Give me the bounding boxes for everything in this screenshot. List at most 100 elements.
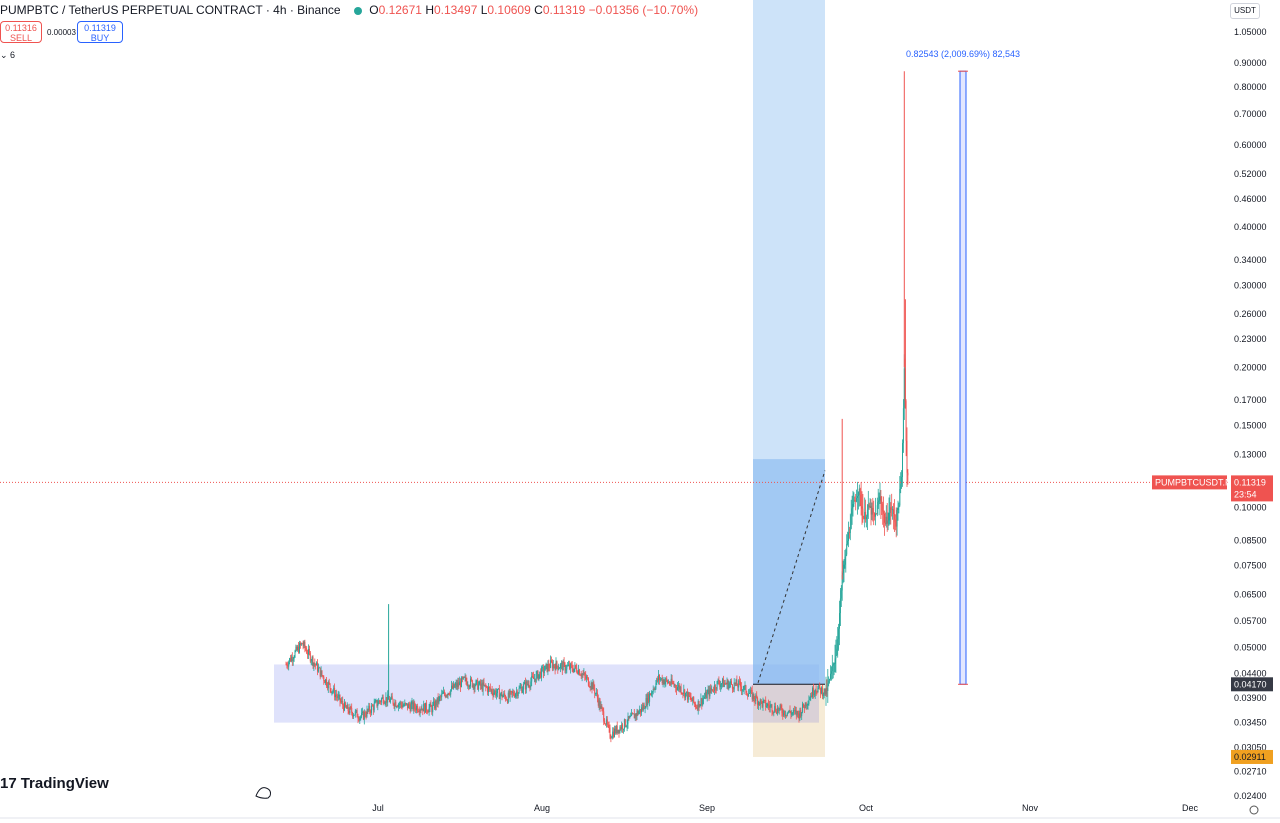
candle-body [567, 665, 569, 667]
candle-body [830, 673, 831, 679]
last-price-value: 0.11319 [1234, 477, 1266, 487]
candle-body [624, 719, 626, 727]
candle-body [649, 693, 651, 702]
candle-body [330, 688, 332, 693]
candle-body [416, 706, 417, 711]
candle-body [575, 665, 577, 668]
candle-body [356, 710, 358, 718]
sell-button[interactable]: 0.11316 SELL [0, 21, 42, 43]
candle-body [801, 711, 803, 717]
candle-body [578, 669, 579, 674]
candle-body [746, 692, 748, 695]
y-tick-label: 0.26000 [1234, 309, 1267, 319]
candle-body [795, 710, 797, 716]
x-tick-label: Oct [859, 803, 874, 813]
candle-body [308, 648, 310, 653]
candle-body [833, 663, 835, 665]
candle-body [785, 714, 787, 716]
candle-body [450, 689, 452, 695]
candle-body [519, 687, 521, 689]
candle-body [399, 702, 401, 705]
tradingview-mark-icon: 17 [0, 775, 17, 792]
candle-body [488, 686, 490, 688]
candle-body [839, 613, 840, 629]
currency-button[interactable]: USDT [1230, 3, 1260, 19]
candle-body [307, 653, 309, 655]
candle-body [642, 704, 644, 710]
y-tick-label: 0.30000 [1234, 280, 1267, 290]
candle-body [573, 668, 575, 672]
candle-body [818, 684, 820, 688]
logo-text: TradingView [20, 775, 109, 792]
candle-body [678, 684, 680, 690]
candle-body [898, 505, 900, 508]
candle-body [464, 677, 466, 679]
buy-button[interactable]: 0.11319 BUY [77, 21, 123, 43]
candle-body [419, 709, 421, 713]
candle-body [704, 697, 705, 699]
candle-body [347, 704, 349, 711]
candle-body [788, 710, 790, 713]
candle-body [650, 693, 651, 696]
candle-body [326, 679, 327, 686]
candle-body [474, 685, 476, 689]
candle-body [632, 713, 634, 715]
low-value: 0.10609 [487, 3, 531, 17]
candle-body [865, 511, 867, 520]
y-tick-label: 0.05700 [1234, 616, 1267, 626]
candle-body [748, 693, 750, 697]
candle-body [728, 684, 730, 689]
candle-body [660, 678, 662, 679]
candle-body [889, 507, 891, 513]
candle-body [799, 710, 801, 719]
candle-body [637, 711, 639, 715]
y-tick-label: 0.34000 [1234, 255, 1267, 265]
candle-body [698, 700, 700, 708]
candle-body [611, 737, 613, 739]
x-tick-label: Sep [699, 803, 715, 813]
candle-body [761, 701, 763, 707]
candle-body [683, 689, 685, 694]
candle-body [650, 692, 652, 696]
candle-body [349, 706, 351, 714]
candle-body [344, 702, 346, 707]
candle-body [641, 707, 643, 710]
candle-body [360, 716, 362, 718]
candle-body [358, 718, 360, 721]
symbol-title[interactable]: PUMPBTC / TetherUS PERPETUAL CONTRACT · … [0, 3, 341, 17]
candle-body [431, 706, 433, 713]
candle-body [636, 711, 638, 717]
candle-body [445, 695, 447, 697]
candle-body [864, 511, 866, 519]
candle-body [643, 704, 645, 710]
candle-body [533, 678, 535, 680]
candle-body [325, 679, 327, 684]
candle-body [676, 687, 678, 691]
candle-body [543, 670, 545, 674]
candle-body [692, 696, 694, 702]
candle-body [703, 698, 705, 700]
candle-body [323, 676, 325, 681]
candle-body [598, 700, 600, 706]
candle-body [765, 700, 767, 707]
candle-body [534, 678, 536, 682]
candle-body [805, 702, 807, 707]
candle-body [306, 649, 308, 654]
candle-body [651, 692, 653, 694]
spread-value: 0.00003 [47, 28, 76, 37]
candle-body [713, 685, 715, 691]
candle-body [888, 512, 890, 521]
candle-body [724, 683, 726, 684]
indicators-toggle[interactable]: ⌄ 6 [0, 50, 16, 60]
candle-body [339, 694, 341, 702]
candle-body [389, 699, 391, 703]
candle-body [758, 702, 759, 706]
candle-body [796, 711, 798, 716]
candle-body [455, 683, 457, 686]
candle-body [813, 693, 815, 696]
candle-body [495, 690, 497, 696]
candle-body [523, 684, 525, 690]
candle-body [407, 703, 409, 709]
settings-icon [1249, 805, 1259, 815]
